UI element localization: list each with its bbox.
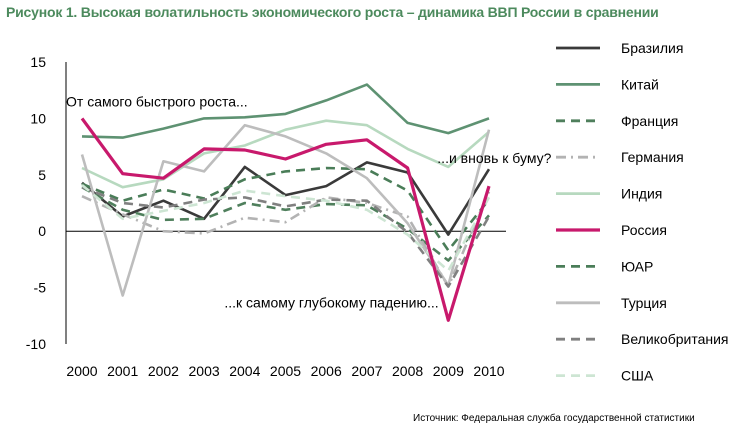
plot-area: 15 10 5 0 -5 -10 2000 2001 2002 2003 2004 2005 2006 2… (26, 54, 552, 379)
y-tick-label: -10 (26, 336, 46, 352)
y-tick-label: 15 (30, 54, 46, 70)
y-tick-label: 10 (30, 110, 46, 126)
legend-label: Турция (621, 295, 667, 311)
legend-label: Германия (621, 149, 684, 165)
x-tick-label: 2005 (270, 363, 301, 379)
series-line (81, 186, 490, 262)
series-line (81, 191, 491, 288)
legend-label: Великобритания (621, 331, 729, 347)
x-tick-label: 2009 (433, 363, 464, 379)
series-line (81, 183, 491, 273)
x-tick-label: 2006 (311, 363, 342, 379)
x-tick-label: 2001 (107, 363, 138, 379)
annotation: От самого быстрого роста... (66, 93, 248, 109)
annotation: ...к самому глубокому падению... (224, 294, 438, 310)
y-tick-label: 5 (38, 167, 46, 183)
series-line (81, 166, 491, 252)
annotation: ...и вновь к буму? (437, 150, 551, 166)
series-line (81, 119, 490, 189)
x-tick-label: 2003 (189, 363, 220, 379)
x-tick-label: 2000 (66, 363, 97, 379)
legend-label: Франция (621, 113, 678, 129)
legend: Бразилия Китай Франция Германия Индия Россия Ю… (556, 40, 729, 384)
x-tick-label: 2004 (229, 363, 260, 379)
source-note: Источник: Федеральная служба государстве… (413, 413, 695, 424)
series-line (80, 123, 491, 297)
legend-label: ЮАР (621, 258, 653, 274)
series-line (80, 117, 491, 322)
x-tick-label: 2010 (473, 363, 504, 379)
x-tick-label: 2007 (351, 363, 382, 379)
legend-label: Китай (621, 76, 659, 92)
y-tick-label: 0 (38, 223, 46, 239)
legend-label: Индия (621, 186, 662, 202)
legend-label: Россия (621, 222, 667, 238)
x-tick-label: 2002 (148, 363, 179, 379)
legend-label: США (621, 368, 654, 384)
legend-label: Бразилия (621, 40, 683, 56)
series-line (81, 185, 491, 288)
series-line (81, 83, 490, 139)
x-tick-label: 2008 (392, 363, 423, 379)
chart-title: Рисунок 1. Высокая волатильность экономи… (6, 4, 659, 20)
y-tick-label: -5 (34, 280, 47, 296)
